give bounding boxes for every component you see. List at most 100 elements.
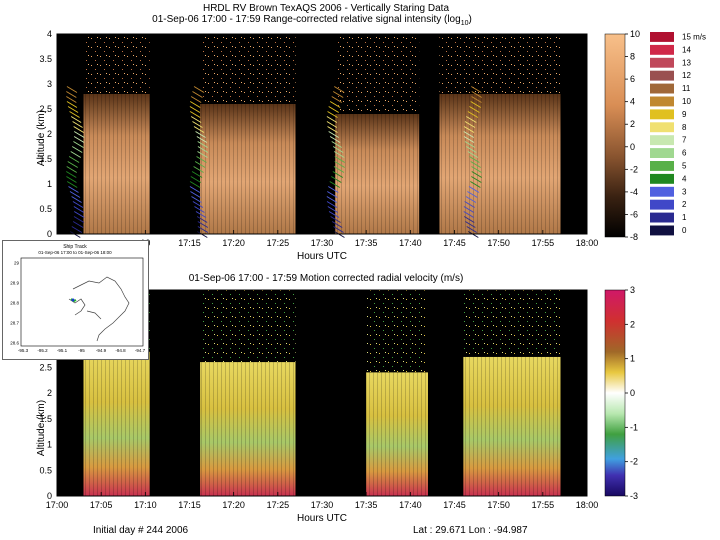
noise-region-3 (335, 34, 420, 114)
wind-barb (333, 226, 344, 233)
colorbar-tick-label: -2 (630, 457, 638, 467)
wind-barb (464, 141, 476, 148)
top-subtitle-sub: 10 (461, 20, 469, 27)
x-tick-label: 17:20 (222, 238, 245, 248)
wind-barb (72, 121, 83, 128)
colorbar-tick-label: 3 (630, 285, 635, 295)
colorbar-tick-label: -6 (630, 209, 638, 219)
wind-barb (326, 121, 338, 128)
wind-barb (190, 116, 202, 123)
x-tick-label: 17:45 (443, 238, 466, 248)
wind-legend-swatch (650, 32, 674, 42)
wind-barb (466, 116, 477, 123)
figure-title: HRDL RV Brown TexAQS 2006 - Vertically S… (203, 3, 449, 14)
wind-barb (197, 221, 209, 228)
wind-legend-label: 0 (682, 226, 687, 235)
wind-barb (331, 96, 343, 103)
colorbar-tick-label: 2 (630, 119, 635, 129)
wind-barb (69, 191, 81, 198)
y-tick-label: 0 (47, 229, 52, 239)
segment-texture-2 (200, 104, 296, 234)
wind-legend-label: 10 (682, 97, 691, 106)
wind-barb (464, 216, 475, 223)
wind-barb (329, 181, 340, 188)
wind-legend-label: 13 (682, 58, 691, 67)
wind-barb (191, 171, 203, 178)
y-tick-label: 1 (47, 179, 52, 189)
wind-legend-label: 1 (682, 213, 687, 222)
wind-barb (66, 96, 77, 103)
y-tick-label: 2 (47, 129, 52, 139)
x-axis-label-bottom: Hours UTC (297, 513, 347, 524)
wind-barb (197, 151, 208, 158)
top-subtitle-main: 01-Sep-06 17:00 - 17:59 Range-corrected … (152, 14, 461, 25)
bottom-panel-subtitle: 01-Sep-06 17:00 - 17:59 Motion corrected… (189, 273, 464, 284)
colorbar-tick-label: 10 (630, 29, 640, 39)
colorbar-tick-label: -2 (630, 164, 638, 174)
wind-barb (72, 201, 84, 208)
x-tick-label: 17:40 (399, 238, 422, 248)
segment-texture-4 (439, 94, 561, 234)
wind-legend-swatch (650, 161, 674, 171)
x-tick-label: 18:00 (576, 500, 599, 510)
wind-barb (197, 226, 209, 233)
y-tick-label: 0.5 (39, 465, 52, 475)
colorbar-tick-label: 0 (630, 388, 635, 398)
wind-barb (193, 126, 205, 133)
x-tick-label: 17:45 (443, 500, 466, 510)
wind-legend-label: 6 (682, 149, 687, 158)
ship-x-tick-label: -95.3 (18, 348, 29, 353)
wind-legend-swatch (650, 135, 674, 146)
signal-colorbar: 10 8 6 4 2 0 -2 -4 -6 -8 (604, 29, 640, 242)
colorbar-tick-label: -1 (630, 422, 638, 432)
wind-legend-label: 12 (682, 71, 691, 80)
wind-barb (196, 136, 208, 143)
wind-barb (327, 206, 339, 213)
wind-legend-swatch (650, 83, 674, 94)
wind-barb (469, 156, 480, 163)
y-axis-label-top: Altitude (km) (36, 110, 47, 166)
wind-barb (333, 151, 345, 158)
wind-barb (73, 131, 85, 138)
colorbar-tick-label: -4 (630, 187, 638, 197)
wind-legend-label: 15 m/s (682, 33, 706, 42)
wind-barb (189, 186, 201, 193)
wind-barb (328, 131, 339, 138)
noise-region-2 (200, 290, 296, 363)
noise-region-3 (366, 290, 428, 373)
wind-barb (326, 116, 338, 123)
wind-barb (329, 136, 341, 143)
wind-barb (471, 86, 482, 93)
y-tick-label: 2.5 (39, 104, 52, 114)
ship-track-frame (20, 257, 144, 347)
x-axis-label-top: Hours UTC (297, 251, 347, 262)
wind-barb (471, 96, 482, 103)
wind-legend-swatch (650, 109, 674, 120)
wind-barb (470, 181, 481, 188)
ship-y-tick-label: 28.7 (10, 321, 19, 326)
wind-barb (471, 171, 483, 178)
top-subtitle-close: ) (468, 14, 471, 25)
wind-barb (69, 111, 80, 118)
wind-barb (328, 211, 340, 218)
wind-legend-label: 14 (682, 45, 691, 54)
wind-barb (70, 116, 82, 123)
noise-region-4 (439, 34, 561, 94)
wind-barb (73, 206, 85, 213)
wind-barb (333, 166, 345, 173)
y-tick-label: 1.5 (39, 414, 52, 424)
colorbar-tick-label: 6 (630, 74, 635, 84)
wind-barb (71, 196, 82, 203)
x-tick-label: 17:55 (532, 500, 555, 510)
wind-barb (334, 86, 345, 93)
initial-day-label: Initial day # 244 2006 (93, 525, 189, 536)
wind-barb (463, 131, 475, 138)
wind-barb (471, 91, 482, 98)
wind-barb (66, 91, 77, 98)
x-tick-label: 17:25 (267, 238, 290, 248)
wind-barb (68, 156, 80, 163)
wind-barb (326, 196, 338, 203)
noise-region-4 (463, 290, 561, 357)
y-axis-label-bottom: Altitude (km) (36, 400, 47, 456)
velocity-colorbar-gradient (604, 289, 626, 497)
